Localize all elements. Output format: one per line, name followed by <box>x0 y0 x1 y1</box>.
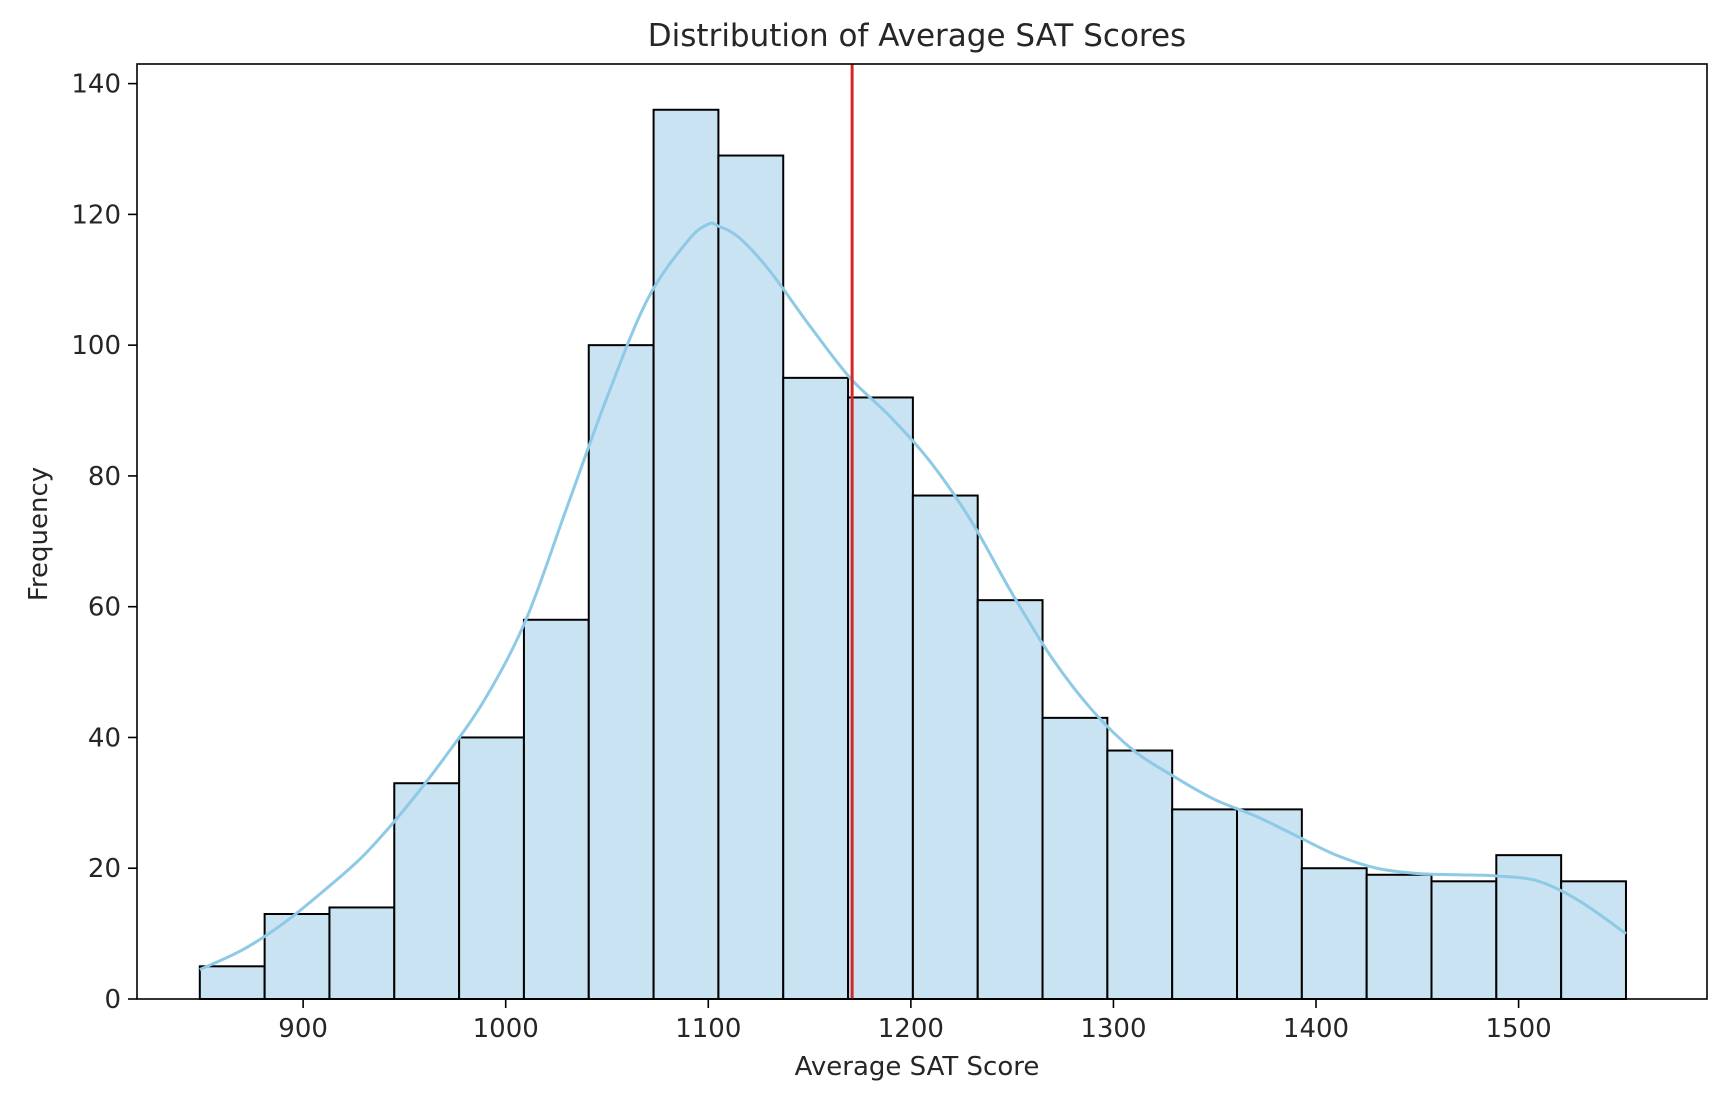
x-tick-label: 1200 <box>878 1014 944 1044</box>
histogram-bar <box>328 906 396 1001</box>
histogram-bar <box>911 494 979 1000</box>
kde-curve <box>199 221 1627 971</box>
y-tick-label: 100 <box>71 331 121 361</box>
histogram-bar <box>587 344 655 1000</box>
histogram-bar <box>717 154 785 1001</box>
x-tick-label: 1000 <box>473 1014 539 1044</box>
histogram-bar <box>1430 880 1498 1000</box>
y-tick-label: 20 <box>88 854 121 884</box>
y-tick-label: 140 <box>71 70 121 100</box>
histogram-bar <box>847 396 914 1000</box>
histogram-bar <box>198 965 266 1000</box>
histogram-bar <box>1300 867 1368 1000</box>
y-tick-label: 80 <box>88 462 121 492</box>
plot-frame <box>136 63 1708 1000</box>
y-tick-label: 0 <box>104 985 121 1015</box>
histogram-bar <box>393 782 461 1000</box>
x-axis-label: Average SAT Score <box>795 1052 1040 1082</box>
histogram-bar <box>1236 808 1303 1001</box>
x-tick-label: 1300 <box>1080 1014 1146 1044</box>
x-tick-label: 1500 <box>1486 1014 1552 1044</box>
histogram-bar <box>1365 873 1433 1000</box>
histogram-bar <box>976 599 1044 1001</box>
y-tick-label: 120 <box>71 200 121 230</box>
histogram-bar <box>782 376 850 1001</box>
histogram-bar <box>263 913 331 1000</box>
histogram-bar <box>1106 749 1174 1000</box>
histogram-bar <box>1171 808 1239 1001</box>
histogram-bar <box>522 618 590 1000</box>
y-tick-label: 40 <box>88 723 121 753</box>
x-tick-label: 900 <box>278 1014 328 1044</box>
x-tick-label: 1100 <box>675 1014 741 1044</box>
histogram-bar <box>1560 880 1627 1000</box>
y-axis-label: Frequency <box>24 467 54 601</box>
plot-area: 900 1000 1100 1200 1300 1400 1500 0 20 40 60 80 100 1… <box>71 63 1708 1044</box>
chart-title: Distribution of Average SAT Scores <box>648 18 1186 54</box>
histogram-bar <box>1041 716 1109 1000</box>
x-tick-label: 1400 <box>1283 1014 1349 1044</box>
y-tick-label: 60 <box>88 593 121 623</box>
histogram-bar <box>458 736 525 1000</box>
histogram-bar <box>652 108 720 1001</box>
